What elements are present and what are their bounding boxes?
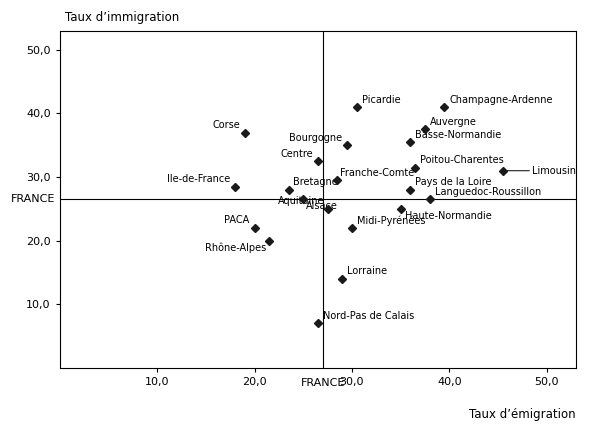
Text: Haute-Normandie: Haute-Normandie — [406, 211, 492, 221]
Text: Franche-Comté: Franche-Comté — [340, 168, 414, 178]
Text: Aquitaine: Aquitaine — [278, 197, 324, 206]
Text: Corse: Corse — [212, 120, 240, 130]
Text: Champagne-Ardenne: Champagne-Ardenne — [449, 95, 553, 105]
Text: Taux d’immigration: Taux d’immigration — [65, 11, 179, 24]
Text: Midi-Pyrénées: Midi-Pyrénées — [357, 216, 425, 226]
Text: Pays de la Loire: Pays de la Loire — [415, 177, 492, 187]
Text: Rhône-Alpes: Rhône-Alpes — [205, 243, 266, 253]
Text: Auvergne: Auvergne — [430, 117, 477, 127]
Text: Centre: Centre — [281, 149, 313, 159]
Text: Bretagne: Bretagne — [294, 177, 338, 187]
Text: Nord-Pas de Calais: Nord-Pas de Calais — [323, 311, 414, 321]
Text: Alsace: Alsace — [306, 201, 338, 211]
Text: PACA: PACA — [224, 216, 250, 226]
Text: Poitou-Charentes: Poitou-Charentes — [420, 155, 504, 165]
Text: Languedoc-Roussillon: Languedoc-Roussillon — [435, 187, 541, 197]
Text: Bourgogne: Bourgogne — [289, 133, 342, 143]
Text: Basse-Normandie: Basse-Normandie — [415, 130, 501, 140]
Text: Picardie: Picardie — [362, 95, 400, 105]
Text: FRANCE: FRANCE — [301, 378, 345, 388]
Text: Limousin: Limousin — [503, 166, 576, 176]
Text: Lorraine: Lorraine — [347, 267, 387, 276]
Text: Taux d’émigration: Taux d’émigration — [469, 408, 576, 422]
Text: Ile-de-France: Ile-de-France — [167, 174, 230, 184]
Text: FRANCE: FRANCE — [11, 194, 55, 204]
